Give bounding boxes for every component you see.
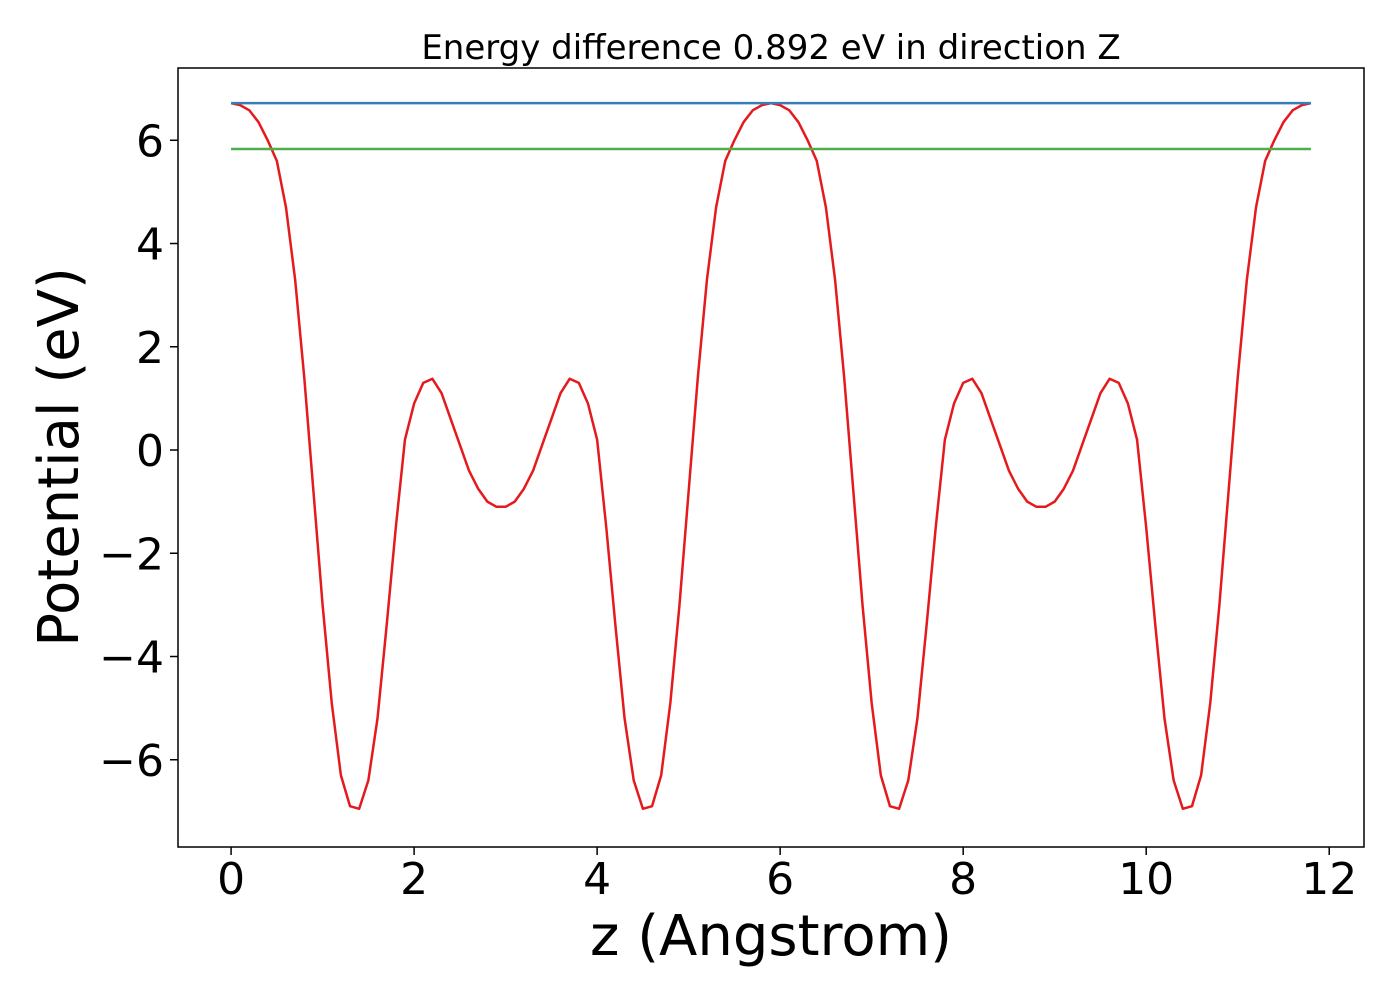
y-axis-label: Potential (eV): [27, 267, 92, 647]
y-tick-label: −6: [99, 736, 164, 787]
x-tick-label: 0: [217, 854, 245, 905]
x-tick-label: 8: [949, 854, 977, 905]
y-tick-label: −4: [99, 633, 164, 684]
x-tick-label: 12: [1301, 854, 1357, 905]
x-tick-label: 2: [400, 854, 428, 905]
chart-title: Energy difference 0.892 eV in direction …: [421, 28, 1120, 68]
y-tick-label: 6: [136, 116, 164, 167]
x-tick-label: 6: [766, 854, 794, 905]
y-tick-label: −2: [99, 529, 164, 580]
x-tick-label: 4: [583, 854, 611, 905]
x-tick-label: 10: [1118, 854, 1174, 905]
y-tick-label: 2: [136, 323, 164, 374]
x-axis-label: z (Angstrom): [590, 904, 952, 969]
plot-frame: [177, 67, 1365, 848]
y-tick-label: 4: [136, 220, 164, 271]
y-tick-label: 0: [136, 426, 164, 477]
